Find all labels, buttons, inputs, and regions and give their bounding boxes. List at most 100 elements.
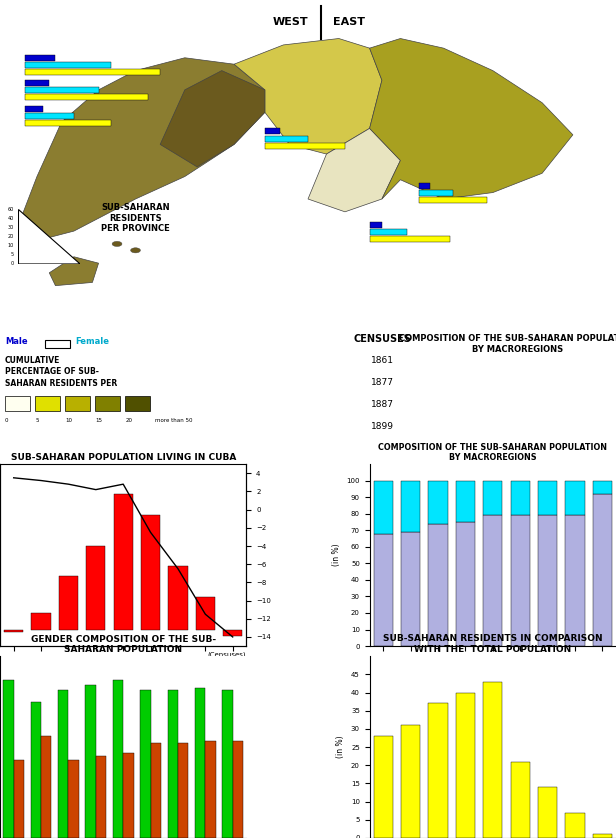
Text: 5: 5 [10, 252, 14, 257]
Text: 1877: 1877 [371, 378, 394, 387]
Text: 60: 60 [7, 207, 14, 212]
Bar [401, 532, 420, 646]
FancyBboxPatch shape [25, 62, 111, 68]
FancyBboxPatch shape [25, 87, 99, 93]
Bar [593, 835, 612, 838]
FancyBboxPatch shape [25, 120, 111, 127]
Bar [113, 680, 123, 838]
Polygon shape [18, 210, 80, 264]
Bar [178, 743, 188, 838]
Bar [483, 481, 503, 515]
Bar [456, 522, 475, 646]
FancyBboxPatch shape [370, 221, 382, 228]
Text: 1887: 1887 [371, 400, 394, 409]
Circle shape [131, 248, 140, 253]
Circle shape [112, 241, 122, 246]
Text: more than 50: more than 50 [155, 418, 193, 423]
Text: 30: 30 [7, 225, 14, 230]
Bar [113, 494, 133, 630]
Title: GENDER COMPOSITION OF THE SUB-
SAHARAN POPULATION: GENDER COMPOSITION OF THE SUB- SAHARAN P… [31, 634, 216, 654]
Bar [565, 813, 585, 838]
Bar [401, 481, 420, 532]
Text: SUB-SAHARAN
RESIDENTS
PER PROVINCE: SUB-SAHARAN RESIDENTS PER PROVINCE [101, 204, 170, 233]
FancyBboxPatch shape [25, 69, 160, 75]
Bar [196, 597, 215, 630]
Bar [68, 760, 79, 838]
FancyBboxPatch shape [265, 142, 345, 148]
Text: 20: 20 [7, 235, 14, 239]
Text: 15: 15 [95, 418, 102, 423]
Bar [96, 756, 106, 838]
Text: 5: 5 [35, 418, 39, 423]
Text: 1861: 1861 [371, 355, 394, 365]
Legend: West, East: West, East [373, 700, 463, 711]
FancyBboxPatch shape [25, 54, 55, 60]
Text: 1899: 1899 [371, 422, 394, 431]
Polygon shape [370, 39, 573, 199]
Text: 0: 0 [10, 261, 14, 266]
FancyBboxPatch shape [419, 183, 430, 189]
Bar [3, 680, 14, 838]
Bar [511, 515, 530, 646]
Bar [31, 702, 41, 838]
FancyBboxPatch shape [370, 235, 450, 241]
FancyBboxPatch shape [419, 190, 453, 196]
Bar [483, 681, 503, 838]
Text: (Censuses): (Censuses) [208, 652, 246, 659]
Text: CENSUSES: CENSUSES [353, 334, 411, 344]
Bar [86, 685, 96, 838]
Bar [123, 753, 134, 838]
Polygon shape [18, 58, 265, 241]
Bar [538, 515, 557, 646]
Bar [483, 515, 503, 646]
Y-axis label: (in %): (in %) [336, 736, 346, 758]
Bar [205, 741, 216, 838]
Bar [140, 690, 150, 838]
FancyBboxPatch shape [25, 113, 74, 119]
Bar [374, 534, 393, 646]
Bar [401, 725, 420, 838]
Text: Female: Female [75, 337, 109, 346]
Text: Male: Male [5, 337, 28, 346]
Bar [223, 630, 242, 637]
Bar [41, 736, 52, 838]
Bar [565, 515, 585, 646]
Bar [31, 613, 51, 630]
Text: 10: 10 [7, 243, 14, 248]
Polygon shape [308, 128, 400, 212]
Bar [456, 692, 475, 838]
Polygon shape [160, 70, 265, 167]
FancyBboxPatch shape [65, 396, 90, 411]
Bar [511, 762, 530, 838]
Title: SUB-SAHARAN POPULATION LIVING IN CUBA: SUB-SAHARAN POPULATION LIVING IN CUBA [10, 453, 236, 462]
Text: (Censuses): (Censuses) [582, 670, 616, 675]
Polygon shape [234, 39, 382, 154]
Bar [429, 703, 448, 838]
FancyBboxPatch shape [95, 396, 120, 411]
Text: 0: 0 [5, 418, 9, 423]
FancyBboxPatch shape [265, 136, 308, 142]
Text: WEST: WEST [272, 18, 308, 28]
Bar [374, 481, 393, 534]
Bar [168, 690, 178, 838]
Bar [429, 524, 448, 646]
FancyBboxPatch shape [45, 339, 70, 349]
Text: 20: 20 [125, 418, 132, 423]
Bar [222, 690, 233, 838]
Bar [58, 690, 68, 838]
Bar [141, 515, 160, 630]
Text: Annual growth rate in  %: Annual growth rate in % [79, 657, 167, 663]
FancyBboxPatch shape [25, 95, 148, 101]
Bar [565, 481, 585, 515]
FancyBboxPatch shape [25, 80, 49, 86]
Bar [4, 630, 23, 632]
FancyBboxPatch shape [5, 396, 30, 411]
Bar [374, 736, 393, 838]
FancyBboxPatch shape [35, 396, 60, 411]
Bar [511, 481, 530, 515]
Bar [150, 743, 161, 838]
Text: 10: 10 [65, 418, 72, 423]
FancyBboxPatch shape [370, 229, 407, 235]
Bar [538, 787, 557, 838]
FancyBboxPatch shape [25, 106, 43, 112]
